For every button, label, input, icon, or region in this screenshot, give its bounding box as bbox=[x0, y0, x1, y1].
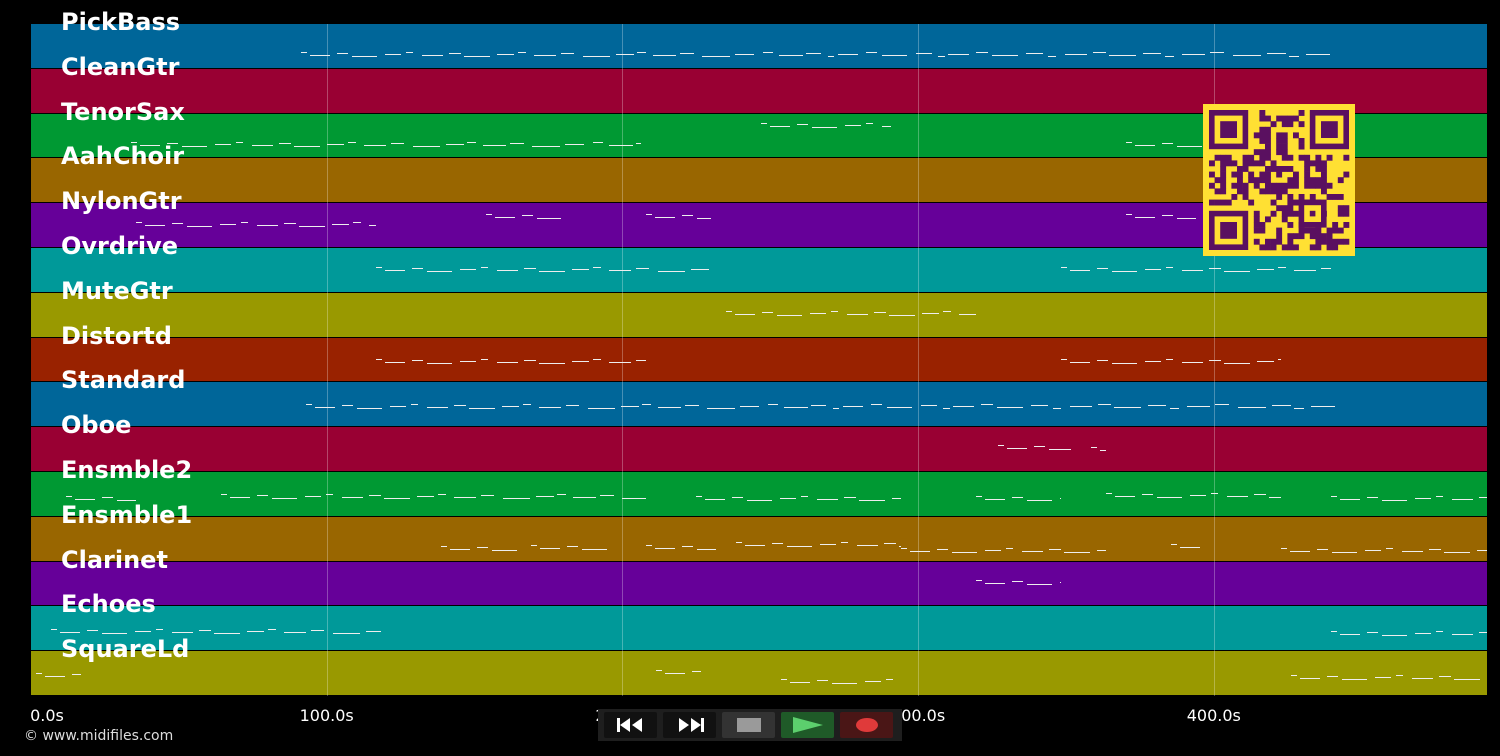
copyright-text: © www.midifiles.com bbox=[24, 728, 174, 744]
track-row-ensmble2[interactable] bbox=[31, 472, 1487, 516]
track-row-standard[interactable] bbox=[31, 382, 1487, 427]
time-tick-label: 100.0s bbox=[299, 706, 354, 725]
time-tick-label: 400.0s bbox=[1186, 706, 1241, 725]
transport-controls bbox=[598, 709, 902, 741]
record-icon bbox=[855, 717, 879, 733]
track-row-echoes[interactable] bbox=[31, 606, 1487, 651]
track-row-distortd[interactable] bbox=[31, 337, 1487, 382]
fast-forward-button[interactable] bbox=[663, 712, 716, 738]
time-tick-label: 0.0s bbox=[30, 706, 64, 725]
track-row-clarinet[interactable] bbox=[31, 561, 1487, 606]
rewind-icon bbox=[616, 718, 646, 732]
play-icon bbox=[792, 717, 823, 733]
play-button[interactable] bbox=[781, 712, 834, 738]
fast-forward-icon bbox=[675, 718, 705, 732]
time-tick-label: 300.0s bbox=[891, 706, 946, 725]
stop-icon bbox=[736, 718, 761, 732]
qr-code bbox=[1203, 104, 1355, 256]
track-row-squareld[interactable] bbox=[31, 651, 1487, 695]
track-row-ensmble1[interactable] bbox=[31, 516, 1487, 561]
track-row-pickbass[interactable] bbox=[31, 24, 1487, 68]
track-row-oboe[interactable] bbox=[31, 427, 1487, 471]
rewind-button[interactable] bbox=[604, 712, 657, 738]
track-row-mutegtr[interactable] bbox=[31, 292, 1487, 337]
record-button[interactable] bbox=[840, 712, 893, 738]
stop-button[interactable] bbox=[722, 712, 775, 738]
